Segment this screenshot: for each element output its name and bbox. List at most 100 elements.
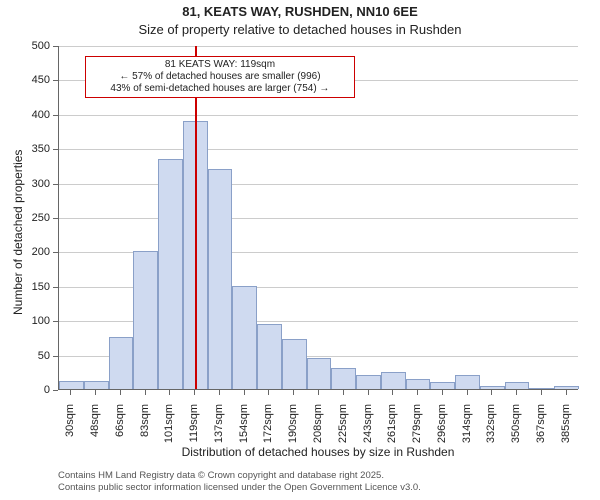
y-tickmark: [53, 184, 58, 185]
x-tick-label: 137sqm: [213, 404, 225, 454]
x-tickmark: [442, 390, 443, 395]
y-tickmark: [53, 218, 58, 219]
x-tickmark: [417, 390, 418, 395]
x-tick-label: 119sqm: [188, 404, 200, 454]
x-tickmark: [318, 390, 319, 395]
gridline: [59, 218, 578, 219]
x-tick-label: 83sqm: [139, 404, 151, 454]
x-tick-label: 30sqm: [64, 404, 76, 454]
bar: [430, 382, 455, 389]
y-tick-label: 350: [0, 143, 50, 155]
bar: [59, 381, 84, 389]
x-tick-label: 101sqm: [163, 404, 175, 454]
gridline: [59, 184, 578, 185]
y-tickmark: [53, 287, 58, 288]
chart-container: 81, KEATS WAY, RUSHDEN, NN10 6EE Size of…: [0, 0, 600, 500]
x-tick-label: 154sqm: [238, 404, 250, 454]
x-tickmark: [368, 390, 369, 395]
x-tick-label: 208sqm: [312, 404, 324, 454]
y-tick-label: 500: [0, 40, 50, 52]
y-tick-label: 450: [0, 74, 50, 86]
y-tick-label: 100: [0, 315, 50, 327]
x-tickmark: [392, 390, 393, 395]
x-tick-label: 279sqm: [411, 404, 423, 454]
x-tickmark: [95, 390, 96, 395]
x-tickmark: [516, 390, 517, 395]
x-tickmark: [491, 390, 492, 395]
bar: [109, 337, 134, 389]
x-tickmark: [70, 390, 71, 395]
bar: [455, 375, 480, 389]
x-tickmark: [343, 390, 344, 395]
x-tickmark: [244, 390, 245, 395]
x-tick-label: 385sqm: [560, 404, 572, 454]
x-tickmark: [467, 390, 468, 395]
bar: [158, 159, 183, 389]
bar: [84, 381, 109, 389]
gridline: [59, 115, 578, 116]
bar: [554, 386, 579, 389]
annotation-line: ← 57% of detached houses are smaller (99…: [90, 71, 350, 83]
annotation-line: 81 KEATS WAY: 119sqm: [90, 59, 350, 71]
y-tick-label: 250: [0, 212, 50, 224]
x-tick-label: 225sqm: [337, 404, 349, 454]
x-tickmark: [566, 390, 567, 395]
bar: [282, 339, 307, 389]
x-tickmark: [219, 390, 220, 395]
x-tick-label: 296sqm: [436, 404, 448, 454]
bar: [331, 368, 356, 389]
y-tick-label: 0: [0, 384, 50, 396]
x-tick-label: 48sqm: [89, 404, 101, 454]
y-tick-label: 50: [0, 350, 50, 362]
bar: [406, 379, 431, 389]
annotation-line: 43% of semi-detached houses are larger (…: [90, 83, 350, 95]
x-tickmark: [541, 390, 542, 395]
x-tick-label: 350sqm: [510, 404, 522, 454]
gridline: [59, 46, 578, 47]
x-tick-label: 172sqm: [262, 404, 274, 454]
y-tickmark: [53, 149, 58, 150]
chart-title-line1: 81, KEATS WAY, RUSHDEN, NN10 6EE: [0, 4, 600, 19]
bar: [480, 386, 505, 389]
y-tickmark: [53, 252, 58, 253]
bar: [381, 372, 406, 389]
x-tickmark: [145, 390, 146, 395]
y-tickmark: [53, 80, 58, 81]
x-tick-label: 314sqm: [461, 404, 473, 454]
y-tick-label: 400: [0, 109, 50, 121]
gridline: [59, 149, 578, 150]
x-tickmark: [194, 390, 195, 395]
bar: [232, 286, 257, 389]
x-tickmark: [169, 390, 170, 395]
footnote: Contains HM Land Registry data © Crown c…: [58, 470, 421, 494]
x-tickmark: [120, 390, 121, 395]
x-tickmark: [293, 390, 294, 395]
bar: [307, 358, 332, 389]
bar: [529, 388, 554, 389]
chart-title-line2: Size of property relative to detached ho…: [0, 22, 600, 37]
x-tick-label: 367sqm: [535, 404, 547, 454]
plot-area: 81 KEATS WAY: 119sqm← 57% of detached ho…: [58, 46, 578, 390]
y-tickmark: [53, 356, 58, 357]
footnote-line: Contains public sector information licen…: [58, 482, 421, 494]
y-tickmark: [53, 321, 58, 322]
y-tick-label: 300: [0, 178, 50, 190]
x-tick-label: 190sqm: [287, 404, 299, 454]
x-tick-label: 243sqm: [362, 404, 374, 454]
bar: [257, 324, 282, 389]
x-tick-label: 66sqm: [114, 404, 126, 454]
y-tickmark: [53, 46, 58, 47]
annotation-box: 81 KEATS WAY: 119sqm← 57% of detached ho…: [85, 56, 355, 98]
y-tick-label: 200: [0, 246, 50, 258]
x-tick-label: 261sqm: [386, 404, 398, 454]
y-tick-label: 150: [0, 281, 50, 293]
y-tickmark: [53, 115, 58, 116]
bar: [208, 169, 233, 389]
x-tickmark: [268, 390, 269, 395]
bar: [133, 251, 158, 389]
x-tick-label: 332sqm: [485, 404, 497, 454]
bar: [505, 382, 530, 389]
footnote-line: Contains HM Land Registry data © Crown c…: [58, 470, 421, 482]
bar: [356, 375, 381, 389]
y-tickmark: [53, 390, 58, 391]
